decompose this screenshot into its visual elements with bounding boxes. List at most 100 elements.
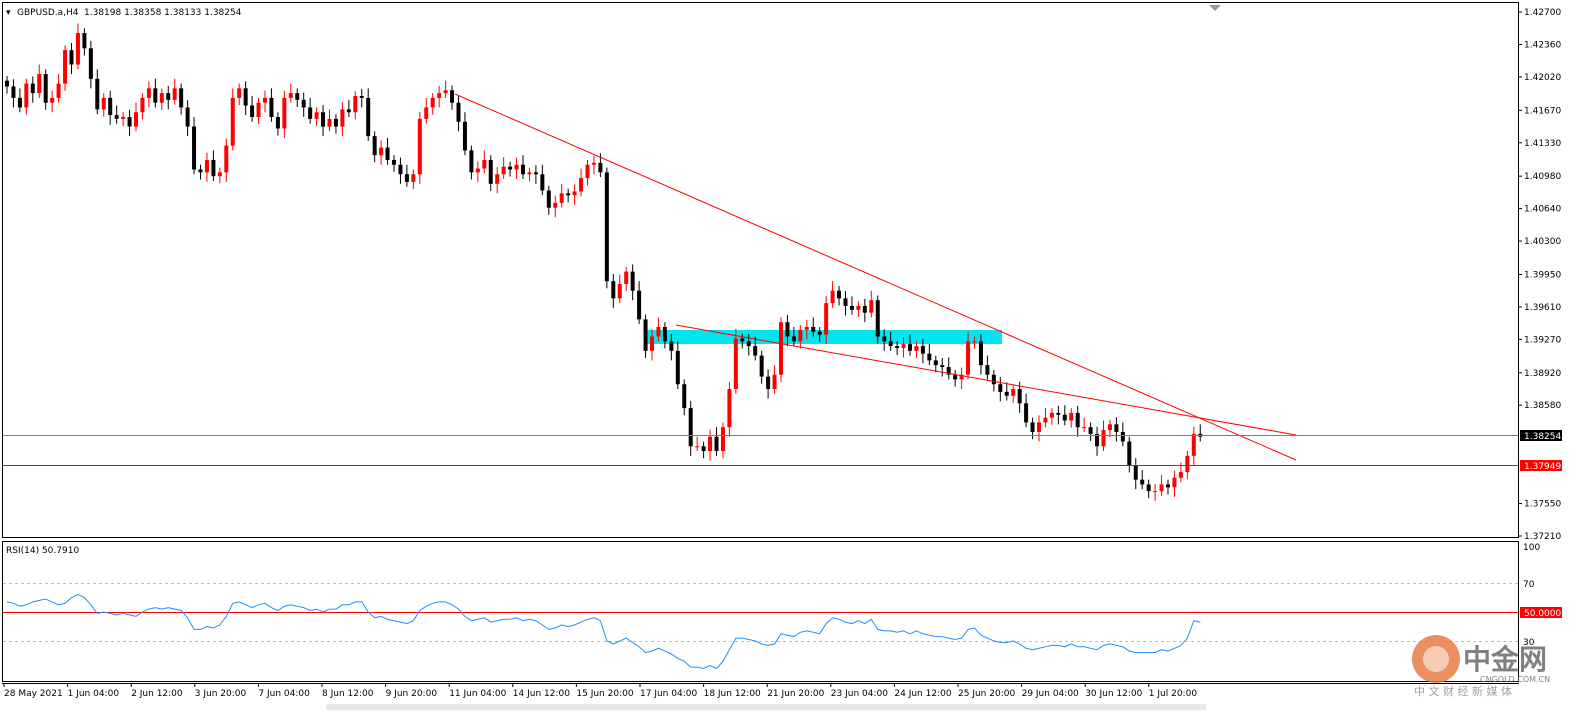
candle-bearish: [682, 384, 687, 409]
candles-group: [5, 23, 1203, 501]
candle-bullish: [424, 107, 429, 119]
candle-bullish: [56, 83, 61, 98]
candle-bearish: [669, 341, 674, 351]
candle-bearish: [295, 93, 300, 100]
chart-shift-marker-icon[interactable]: [1209, 5, 1221, 11]
candle-bearish: [1062, 414, 1067, 421]
rsi-tick-100: 100: [1523, 543, 1540, 553]
price-axis: 1.42700 1.42360 1.42020 1.41670 1.41330 1.409…: [1518, 8, 1561, 542]
candle-bearish: [192, 126, 197, 170]
candle-bearish: [30, 83, 35, 94]
candle-bearish: [946, 367, 951, 375]
candle-bearish: [953, 374, 958, 380]
candle-bearish: [837, 290, 842, 299]
candle-bearish: [198, 169, 203, 173]
candle-bearish: [1017, 389, 1022, 404]
candle-bullish: [966, 341, 971, 375]
candle-bearish: [811, 326, 816, 332]
candle-bullish: [585, 164, 590, 179]
price-tick-label: 1.39610: [1524, 303, 1561, 313]
candle-bullish: [475, 168, 480, 173]
current-price-tag: 1.38254: [1524, 432, 1561, 442]
time-tick-label: 2 Jun 12:00: [131, 689, 183, 699]
price-tick-label: 1.37550: [1524, 500, 1561, 510]
candle-bullish: [140, 97, 145, 113]
candle-bearish: [662, 326, 667, 342]
candle-bullish: [50, 97, 55, 103]
candle-bearish: [11, 86, 16, 98]
candle-bullish: [708, 436, 713, 452]
candle-bearish: [333, 118, 338, 127]
candle-bearish: [1088, 427, 1093, 434]
price-tick-label: 1.37210: [1524, 532, 1561, 542]
chart-scrollbar[interactable]: [326, 704, 1206, 710]
candle-bearish: [637, 290, 642, 320]
candle-bearish: [301, 99, 306, 108]
candle-bearish: [108, 97, 113, 116]
candle-bearish: [153, 88, 158, 103]
candle-bearish: [321, 112, 326, 127]
candle-bullish: [695, 446, 700, 448]
candle-bearish: [849, 305, 854, 310]
candle-bullish: [237, 88, 242, 98]
candle-bullish: [430, 97, 435, 108]
candle-bullish: [779, 322, 783, 375]
candle-bearish: [179, 88, 184, 108]
candle-bearish: [933, 360, 938, 366]
watermark-domain: CNGOLD.COM.CN: [1480, 675, 1550, 684]
current-price-tag-bg: [1520, 430, 1562, 441]
candle-bearish: [566, 193, 571, 196]
candle-bullish: [443, 90, 448, 94]
candle-bearish: [166, 93, 171, 100]
candle-bearish: [895, 346, 900, 348]
candle-bearish: [862, 305, 867, 313]
candle-bullish: [514, 164, 519, 170]
candle-bearish: [546, 190, 551, 208]
price-tick-label: 1.39950: [1524, 270, 1561, 280]
candle-bullish: [856, 305, 861, 310]
candle-bearish: [817, 331, 822, 335]
candle-bullish: [263, 97, 267, 103]
symbol-dropdown-icon[interactable]: ▾: [6, 8, 11, 18]
time-tick-label: 25 Jun 20:00: [958, 689, 1015, 699]
candle-bearish: [1095, 433, 1100, 447]
time-tick-label: 18 Jun 12:00: [704, 689, 761, 699]
candle-bullish: [869, 300, 874, 313]
candle-bearish: [1127, 441, 1132, 466]
watermark: 中金网 CNGOLD.COM.CN 中 文 财 经 新 媒 体: [1412, 635, 1550, 698]
candle-bullish: [579, 178, 584, 192]
candle-bearish: [920, 346, 925, 354]
candle-bearish: [5, 80, 9, 87]
candle-bullish: [901, 344, 906, 348]
candle-bearish: [533, 172, 538, 175]
candle-bullish: [798, 329, 803, 342]
candle-bearish: [95, 78, 100, 110]
watermark-tagline: 中 文 财 经 新 媒 体: [1414, 684, 1512, 698]
price-tick-label: 1.41670: [1524, 106, 1561, 116]
candle-bearish: [701, 446, 706, 452]
candle-bearish: [366, 97, 371, 137]
resistance-zone: [645, 330, 1002, 344]
candle-bearish: [766, 376, 771, 390]
candle-bullish: [1037, 422, 1041, 432]
candle-bullish: [527, 172, 532, 175]
candle-bearish: [1004, 391, 1009, 396]
candle-bullish: [24, 83, 29, 108]
candle-bearish: [404, 174, 409, 182]
candle-bullish: [37, 74, 42, 94]
time-tick-label: 11 Jun 04:00: [449, 689, 506, 699]
candle-bullish: [282, 97, 287, 129]
candle-bearish: [1075, 412, 1080, 428]
candle-bearish: [643, 319, 648, 351]
candle-bearish: [1120, 431, 1125, 442]
candle-bearish: [759, 355, 764, 377]
price-tick-label: 1.40300: [1524, 237, 1561, 247]
candle-bearish: [243, 88, 248, 106]
candle-bearish: [392, 159, 396, 165]
candle-bearish: [43, 74, 48, 103]
candle-bearish: [746, 341, 751, 347]
watermark-logo-inner: [1423, 646, 1449, 672]
candle-bearish: [753, 346, 758, 356]
candle-bearish: [88, 48, 93, 79]
time-tick-label: 30 Jun 12:00: [1085, 689, 1142, 699]
